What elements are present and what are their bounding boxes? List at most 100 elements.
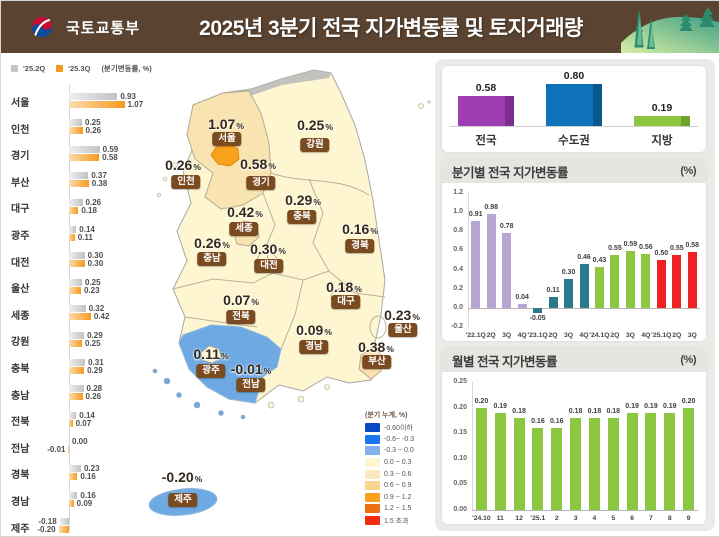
bar-value: 0.98 [484,204,498,212]
y-tick-label: 0.15 [453,429,467,437]
bar-value: 0.11 [546,287,560,295]
bar-value: 0.58 [685,242,700,250]
header: 국토교통부 2025년 3분기 전국 지가변동률 및 토지거래량 [1,1,719,53]
percent-sign: % [222,240,230,250]
bar [546,84,602,126]
region-label: 세종 [11,310,30,322]
bar [69,180,89,188]
map-value: 0.58% [240,156,276,172]
bar-value: 0.18 [81,205,97,215]
bar [69,464,81,472]
map-legend-label: 0.0 ~ 0.3 [384,459,412,467]
bar [532,428,544,510]
bar [683,407,695,510]
bar-value: 0.20 [474,397,489,405]
bar [588,417,600,510]
quarterly-chart-unit: (%) [680,165,696,177]
x-tick-label: 2 [554,515,559,522]
y-tick-label: -0.2 [450,323,463,330]
bar-value: 0.19 [644,402,658,410]
percent-sign: % [263,366,272,376]
region-label: 경기 [11,151,30,163]
region-label: 대전 [11,257,30,269]
x-tick-label: 3Q [502,332,512,339]
baseline [468,307,700,309]
map-legend-label: 1.2 ~ 1.5 [384,505,412,513]
bar [69,472,78,480]
percent-sign: % [370,226,378,236]
percent-sign: % [412,312,420,322]
map-legend-label: -0.60이하 [384,424,413,432]
korea-choropleth-map: 1.07% 서울 0.26% 인천 0.58% 경기 0.25% 강원 0.29% 충북 0.42%… [131,65,433,536]
map-legend-label: -0.6~ -0.3 [384,435,415,443]
bar [69,119,82,127]
x-tick-label: 3 [573,515,578,522]
map-region-badge: 대전 [254,259,284,273]
map-region-badge: 제주 [168,493,198,507]
bar-value: 0.23 [83,285,100,295]
bar [664,412,676,510]
bar-value: 0.16 [531,418,545,426]
bar [69,127,83,135]
region-label: 대구 [11,204,30,216]
legend-label-q2: '25.2Q [23,64,46,73]
map-value: 0.09% [296,322,332,338]
percent-sign: % [313,197,321,207]
map-legend: (분기 누계, %) -0.60이하 -0.6~ -0.3 -0.3 ~ 0.0 0.… [365,410,433,526]
ministry-name: 국토교통부 [66,19,141,37]
map-region-badge: 경기 [246,176,276,190]
bar [458,95,514,126]
bar-value: 0.59 [623,241,638,249]
map-region-badge: 인천 [171,175,201,189]
bar-value: 0.09 [76,498,93,508]
bar-value: 0.93 [120,91,136,101]
percent-sign: % [236,121,244,131]
y-tick-label: 0.00 [453,506,467,513]
bar [69,393,83,401]
region-label: 광주 [11,231,30,242]
summary-baseline [450,126,698,127]
map-region-badge: 부산 [362,355,392,369]
map-region [200,345,222,364]
bar [641,254,651,308]
percent-sign: % [386,344,394,354]
bar-value: -0.05 [529,314,546,322]
percent-sign: % [193,162,201,172]
map-value: 0.30% [250,241,286,257]
bar [69,286,81,294]
bar [471,220,481,308]
map-legend-swatch [365,434,380,444]
map-value: 0.29% [285,192,321,208]
map-value: 0.38% [358,339,394,355]
map-region-badge: 울산 [388,323,418,337]
bar [594,266,604,308]
map-legend-row: 1.2 ~ 1.5 [365,503,433,515]
bar-value: 0.26 [85,392,102,402]
ministry-logo-icon [30,15,54,39]
bar-value: 0.30 [87,259,104,269]
bar-value: 0.20 [681,397,696,405]
y-tick-label: 0.25 [453,378,467,385]
map-legend-row: 0.9 ~ 1.2 [365,492,433,504]
percent-sign: % [268,161,276,171]
y-tick-label: 0.10 [453,454,467,462]
bar-value: 0.16 [80,471,96,481]
map-legend-row: 1.5 초과 [365,515,433,527]
regional-chart-legend: '25.2Q '25.3Q (분기변동률, %) [11,63,152,74]
bar-value: 0.29 [87,365,103,375]
bar [69,225,77,233]
bar-value: 0.58 [475,81,497,94]
x-tick-label: 4Q [579,332,589,339]
bar [513,417,525,510]
y-tick-label: 0.8 [453,227,463,235]
bar-value: 0.16 [80,490,96,500]
percent-sign: % [220,351,229,361]
bar [69,331,85,339]
bar-value: 0.14 [79,410,95,420]
bar [625,251,635,308]
bar-value: 0.18 [587,407,602,415]
x-tick-label: 6 [630,515,634,522]
bar [610,255,620,308]
percent-sign: % [324,327,332,337]
